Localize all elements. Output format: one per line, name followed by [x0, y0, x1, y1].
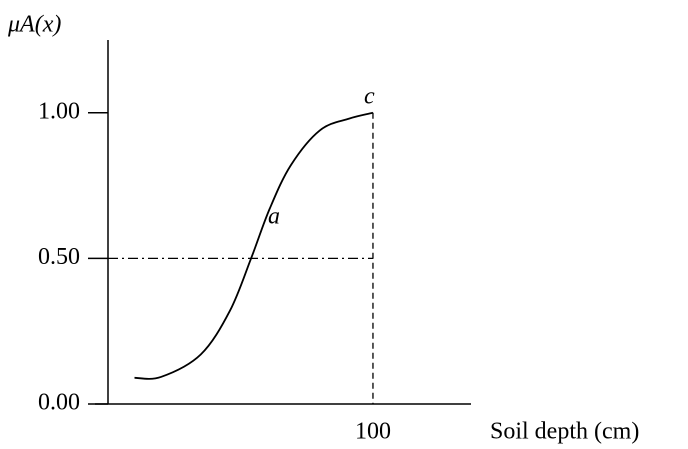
y-tick-label: 1.00	[38, 98, 80, 124]
x-tick-label: 100	[355, 419, 391, 445]
x-axis-label: Soil depth (cm)	[490, 419, 639, 445]
y-axis-label: μA(x)	[7, 12, 61, 38]
annotation: c	[364, 84, 375, 110]
chart: μA(x) Soil depth (cm) a c 0.000.501.0010…	[0, 0, 688, 449]
y-tick-label: 0.00	[38, 390, 80, 416]
curve	[134, 113, 372, 379]
y-tick-label: 0.50	[38, 244, 80, 270]
